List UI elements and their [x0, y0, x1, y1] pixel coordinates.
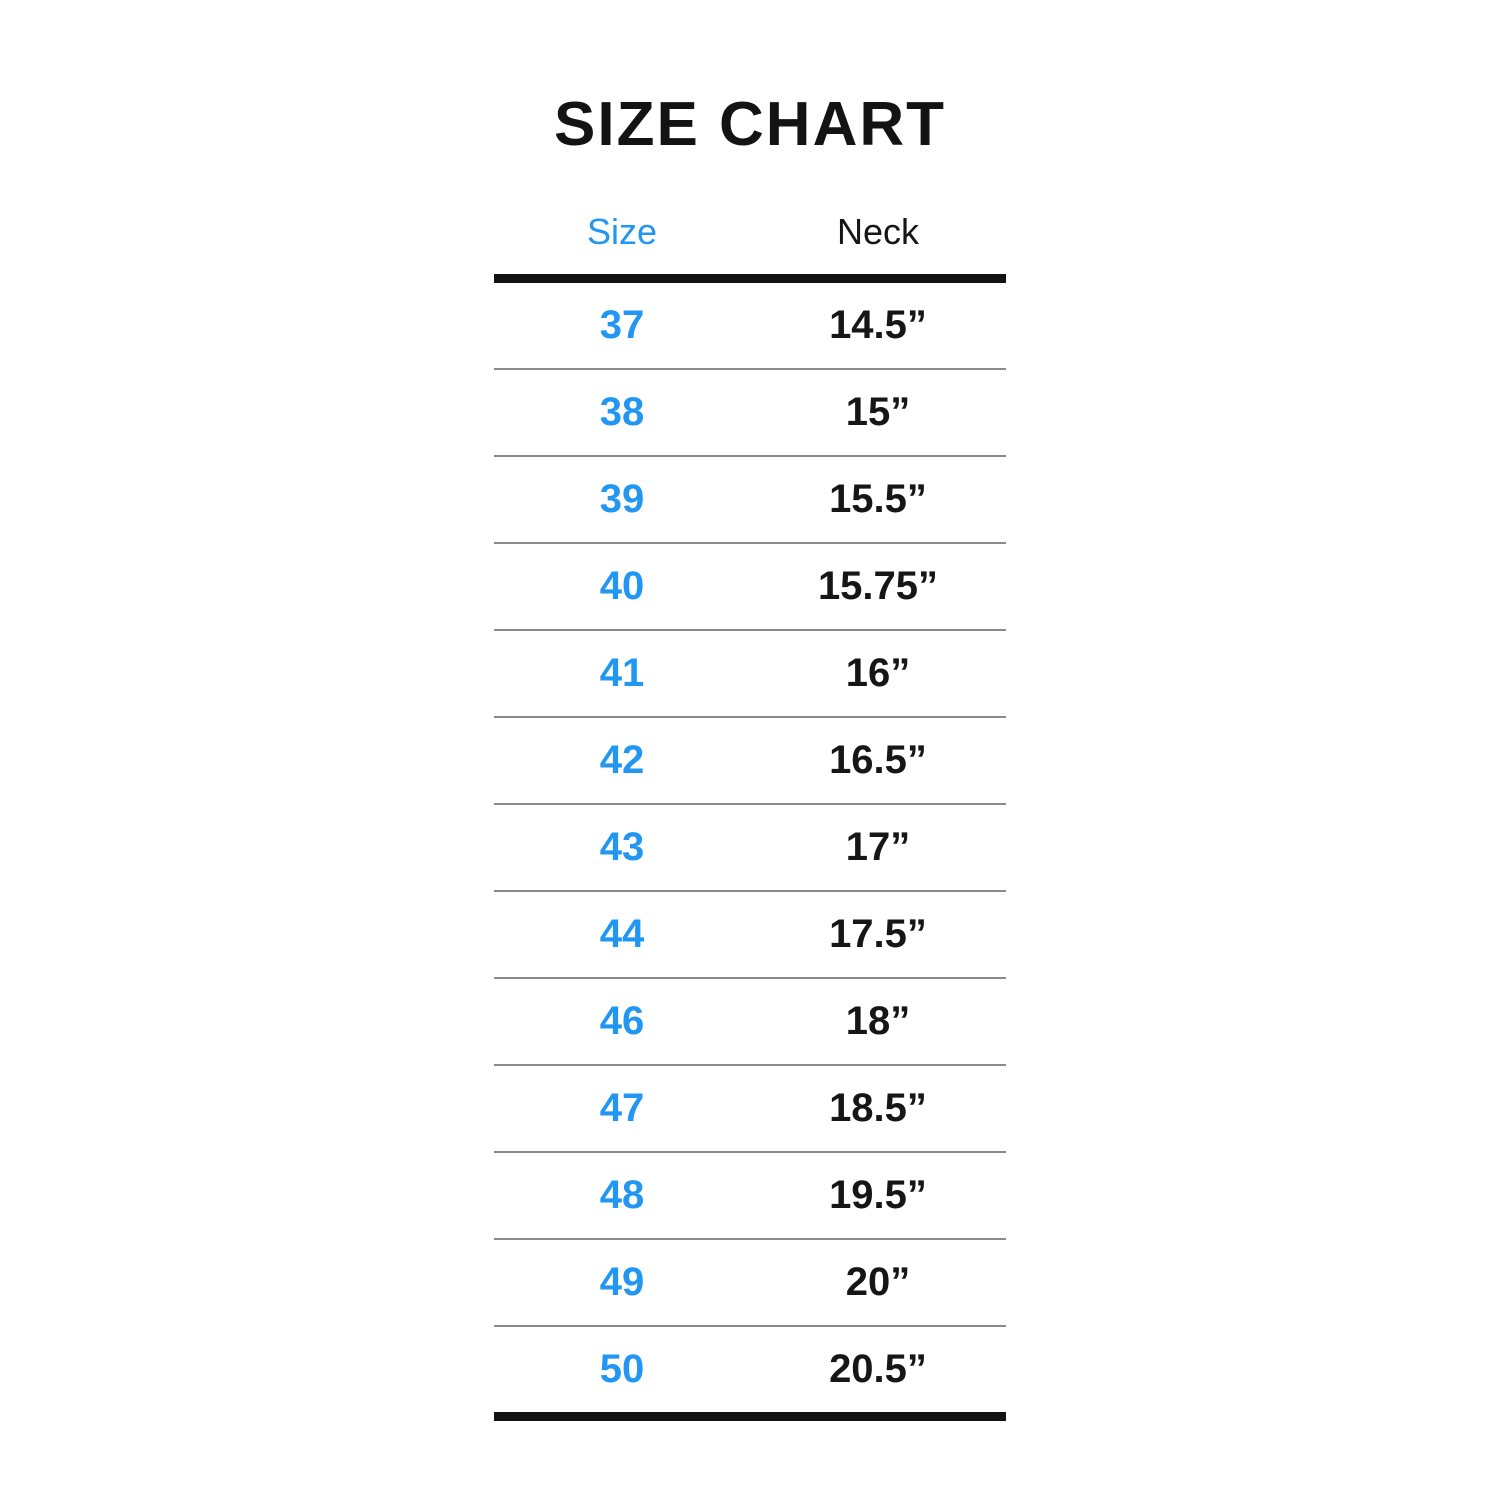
table-row: 44 17.5” [494, 892, 1006, 979]
size-table: Size Neck 37 14.5” 38 15” 39 15.5” 40 15… [494, 210, 1006, 1421]
table-row: 47 18.5” [494, 1066, 1006, 1153]
size-cell: 50 [599, 1347, 645, 1391]
table-header-row: Size Neck [494, 210, 1006, 283]
table-row: 37 14.5” [494, 283, 1006, 370]
size-cell: 44 [599, 912, 645, 956]
neck-cell: 20.5” [829, 1347, 927, 1391]
table-row: 49 20” [494, 1240, 1006, 1327]
column-header-neck: Neck [836, 211, 920, 252]
size-cell: 42 [599, 738, 645, 782]
size-cell: 38 [599, 390, 645, 434]
size-cell: 41 [599, 651, 645, 695]
size-cell: 40 [599, 564, 645, 608]
size-cell: 48 [599, 1173, 645, 1217]
neck-cell: 18” [845, 999, 911, 1043]
neck-cell: 20” [845, 1260, 911, 1304]
size-cell: 39 [599, 477, 645, 521]
table-row: 42 16.5” [494, 718, 1006, 805]
size-cell: 37 [599, 303, 645, 347]
neck-cell: 16.5” [829, 738, 927, 782]
size-cell: 43 [599, 825, 645, 869]
neck-cell: 17” [845, 825, 911, 869]
table-row: 43 17” [494, 805, 1006, 892]
neck-cell: 15.75” [817, 564, 939, 608]
table-row: 46 18” [494, 979, 1006, 1066]
table-row: 48 19.5” [494, 1153, 1006, 1240]
neck-cell: 15” [845, 390, 911, 434]
neck-cell: 16” [845, 651, 911, 695]
table-row: 39 15.5” [494, 457, 1006, 544]
table-row: 41 16” [494, 631, 1006, 718]
chart-title: SIZE CHART [554, 90, 946, 159]
neck-cell: 14.5” [829, 303, 927, 347]
size-cell: 47 [599, 1086, 645, 1130]
table-row: 38 15” [494, 370, 1006, 457]
column-header-size: Size [586, 211, 658, 252]
size-cell: 49 [599, 1260, 645, 1304]
neck-cell: 19.5” [829, 1173, 927, 1217]
table-row: 50 20.5” [494, 1327, 1006, 1421]
neck-cell: 18.5” [829, 1086, 927, 1130]
table-row: 40 15.75” [494, 544, 1006, 631]
neck-cell: 15.5” [829, 477, 927, 521]
neck-cell: 17.5” [829, 912, 927, 956]
size-cell: 46 [599, 999, 645, 1043]
